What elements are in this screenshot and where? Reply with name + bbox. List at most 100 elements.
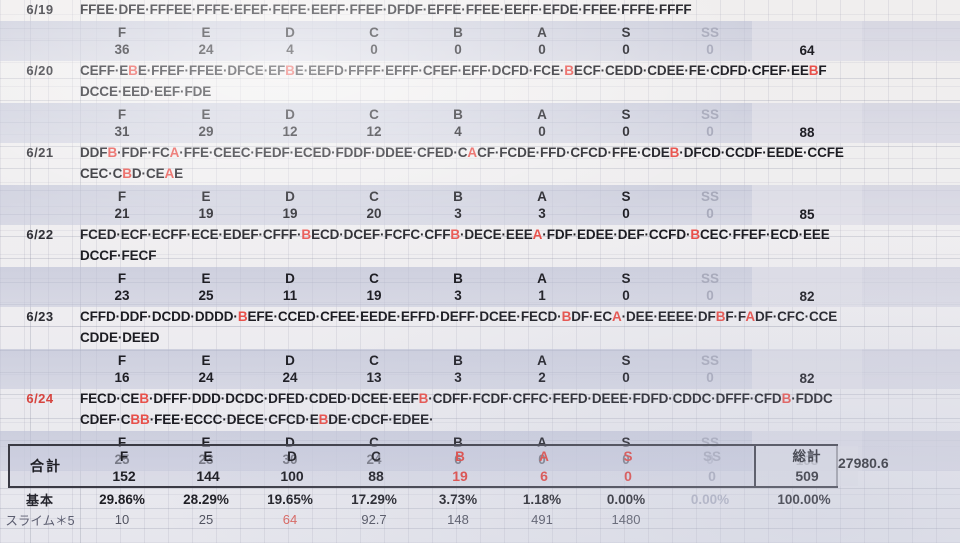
day-total-cell[interactable]: 85 bbox=[752, 185, 862, 225]
date-cell[interactable]: 6/22 bbox=[26, 227, 54, 242]
rank-cell-d[interactable]: D 19 bbox=[248, 185, 332, 225]
sequence-text[interactable]: FCED·ECF·ECFF·ECE·EDEF·CFFF·BECD·DCEF·FC… bbox=[80, 225, 960, 242]
multiplier-cell-8[interactable] bbox=[752, 512, 836, 527]
sequence-text[interactable]: FECD·CEB·DFFF·DDD·DCDC·DFED·CDED·DCEE·EE… bbox=[80, 389, 960, 406]
rank-cell-e[interactable]: E 24 bbox=[164, 349, 248, 389]
total-cell-e[interactable]: E 144 bbox=[166, 446, 250, 486]
strip-trailing-space bbox=[862, 349, 960, 389]
date-cell[interactable]: 6/21 bbox=[26, 145, 54, 160]
rank-summary-strip: F 23 E 25 D 11 C 19 B 3 A 1 S 0 SS 0 82 bbox=[0, 267, 960, 307]
percent-cell-e[interactable]: 28.29% bbox=[183, 491, 229, 507]
rank-cell-c[interactable]: C 20 bbox=[332, 185, 416, 225]
day-total-cell[interactable]: 64 bbox=[752, 21, 862, 61]
rank-label: D bbox=[285, 270, 295, 286]
percent-cell-b[interactable]: 3.73% bbox=[438, 491, 478, 507]
percent-cell-c[interactable]: 17.29% bbox=[351, 491, 397, 507]
date-cell[interactable]: 6/19 bbox=[26, 2, 54, 17]
total-cell-ss[interactable]: SS 0 bbox=[670, 446, 754, 486]
sequence-text[interactable]: CEC·CBD·CEAE bbox=[80, 164, 960, 181]
sequence-text[interactable]: CDEF·CBB·FEE·ECCC·DECE·CFCD·EBDE·CDCF·ED… bbox=[80, 410, 960, 427]
sequence-text[interactable]: DDFB·FDF·FCA·FFE·CEEC·FEDF·ECED·FDDF·DDE… bbox=[80, 143, 960, 160]
rank-cell-f[interactable]: F 16 bbox=[80, 349, 164, 389]
total-rank-label: C bbox=[371, 448, 381, 464]
rank-value: 21 bbox=[114, 205, 130, 221]
date-cell[interactable]: 6/21 bbox=[0, 164, 80, 181]
day-total-cell[interactable]: 88 bbox=[752, 103, 862, 143]
percent-cell-ss[interactable]: 0.00% bbox=[690, 491, 730, 507]
percent-total-cell[interactable]: 100.00% bbox=[777, 491, 831, 507]
sequence-text[interactable]: DCCE·EED·EEF·FDE bbox=[80, 82, 960, 99]
multiplier-cell-3[interactable]: 92.7 bbox=[361, 511, 387, 527]
multiplier-cell-2[interactable]: 64 bbox=[282, 511, 298, 527]
sequence-text[interactable]: DCCF·FECF bbox=[80, 246, 960, 263]
rank-cell-c[interactable]: C 13 bbox=[332, 349, 416, 389]
rank-cell-e[interactable]: E 29 bbox=[164, 103, 248, 143]
sequence-text[interactable]: FFEE·DFE·FFFEE·FFFE·EFEF·FEFE·EEFF·FFEF·… bbox=[80, 0, 960, 17]
multiplier-cell-0[interactable]: 10 bbox=[114, 511, 130, 527]
rank-cell-e[interactable]: E 24 bbox=[164, 21, 248, 61]
multiplier-cell-4[interactable]: 148 bbox=[447, 511, 469, 527]
rank-cell-f[interactable]: F 21 bbox=[80, 185, 164, 225]
rank-cell-c[interactable]: C 12 bbox=[332, 103, 416, 143]
rank-cell-e[interactable]: E 25 bbox=[164, 267, 248, 307]
total-cell-b[interactable]: B 19 bbox=[418, 446, 502, 486]
total-cell-f[interactable]: F 152 bbox=[82, 446, 166, 486]
multiplier-cell-7[interactable] bbox=[668, 512, 752, 527]
rank-cell-c[interactable]: C 19 bbox=[332, 267, 416, 307]
date-cell[interactable]: 6/23 bbox=[26, 309, 54, 324]
multiplier-cell-1[interactable]: 25 bbox=[198, 511, 214, 527]
date-cell[interactable]: 6/24 bbox=[26, 391, 54, 406]
date-cell[interactable]: 6/23 bbox=[0, 328, 80, 345]
day-total-cell[interactable]: 82 bbox=[752, 267, 862, 307]
rank-cell-e[interactable]: E 19 bbox=[164, 185, 248, 225]
rank-cell-f[interactable]: F 23 bbox=[80, 267, 164, 307]
total-cell-c[interactable]: C 88 bbox=[334, 446, 418, 486]
total-cell-d[interactable]: D 100 bbox=[250, 446, 334, 486]
rank-cell-f[interactable]: F 31 bbox=[80, 103, 164, 143]
date-cell[interactable]: 6/24 bbox=[0, 410, 80, 427]
rank-label: S bbox=[621, 24, 631, 40]
date-cell[interactable]: 6/22 bbox=[0, 246, 80, 263]
day-total-cell[interactable]: 82 bbox=[752, 349, 862, 389]
multiplier-cell-5[interactable]: 491 bbox=[531, 511, 553, 527]
sequence-text[interactable]: CDDE·DEED bbox=[80, 328, 960, 345]
rank-cell-d[interactable]: D 12 bbox=[248, 103, 332, 143]
percent-cell-a[interactable]: 1.18% bbox=[522, 491, 562, 507]
multiplier-cell-6[interactable]: 1480 bbox=[611, 511, 641, 527]
rank-cell-d[interactable]: D 24 bbox=[248, 349, 332, 389]
percent-cell-s[interactable]: 0.00% bbox=[606, 491, 646, 507]
rank-cell-f[interactable]: F 36 bbox=[80, 21, 164, 61]
sequence-text[interactable]: CFFD·DDF·DCDD·DDDD·BEFE·CCED·CFEE·EEDE·E… bbox=[80, 307, 960, 324]
percent-cell-f[interactable]: 29.86% bbox=[99, 491, 145, 507]
rank-cell-d[interactable]: D 11 bbox=[248, 267, 332, 307]
percent-cell-d[interactable]: 19.65% bbox=[267, 491, 313, 507]
sequence-fragment: DF·EC bbox=[571, 309, 612, 324]
date-cell[interactable]: 6/20 bbox=[0, 82, 80, 99]
date-cell[interactable]: 6/20 bbox=[26, 63, 54, 78]
sequence-text[interactable]: CEFF·EBE·FFEF·FFEE·DFCE·EFBE·EEFD·FFFF·E… bbox=[80, 61, 960, 78]
